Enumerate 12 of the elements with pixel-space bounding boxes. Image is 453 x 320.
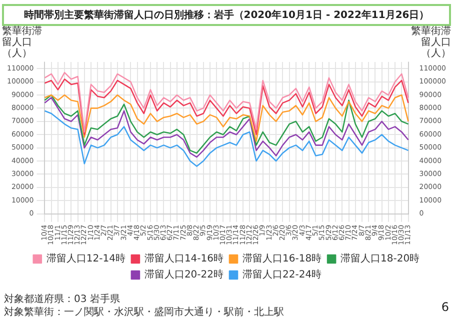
- legend-label: 滞留人口16-18時: [242, 252, 322, 265]
- legend-label: 滞留人口22-24時: [242, 268, 322, 281]
- y-axis-title: 繁華街滞留人口（人）: [2, 26, 43, 59]
- text: 6: [441, 300, 449, 314]
- legend-label: 滞留人口12-14時: [46, 252, 126, 265]
- text: 対象繁華街：一ノ関駅・水沢駅・盛岡市大通り・駅前・北上駅: [4, 306, 284, 319]
- text: 対象都道府県：03 岩手県: [4, 292, 120, 306]
- legend-label: 滞留人口14-16時: [144, 252, 224, 265]
- legend-label: 滞留人口18-20時: [340, 252, 420, 265]
- chart-title: 時間帯別主要繁華街滞留人口の日別推移：岩手（2020年10月1日 - 2022年11月26日）: [2, 4, 451, 26]
- y2-axis-title: 繁華街滞留人口（人）: [410, 26, 451, 59]
- legend-label: 滞留人口20-22時: [144, 268, 224, 281]
